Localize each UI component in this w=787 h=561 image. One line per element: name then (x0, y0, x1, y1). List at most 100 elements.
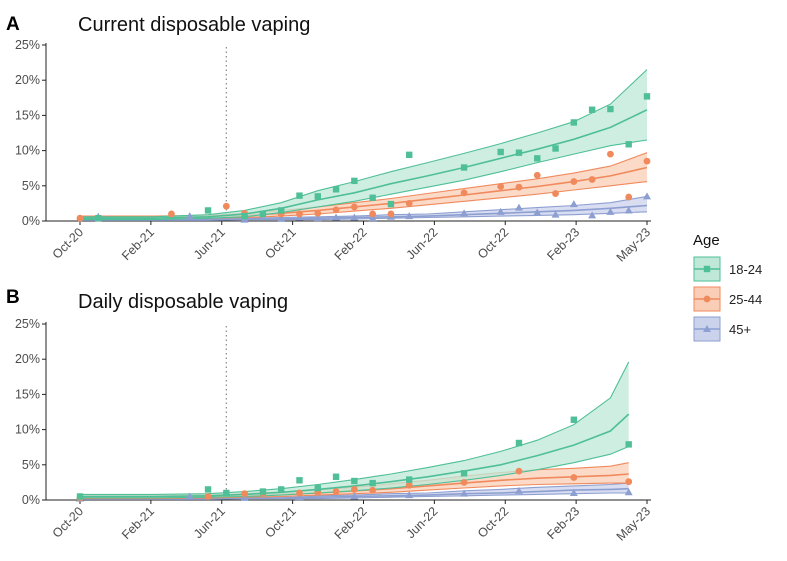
data-point-18-24 (259, 210, 267, 218)
data-point-45plus (514, 486, 523, 494)
data-point-25-44 (296, 210, 303, 218)
x-tick-label: Oct-22 (475, 504, 511, 540)
data-point-18-24 (387, 200, 395, 208)
data-point-18-24 (369, 194, 376, 201)
data-point-25-44 (350, 486, 358, 493)
data-point-25-44 (296, 489, 303, 497)
ci-band-18-24 (80, 362, 629, 498)
x-tick-label: Feb-21 (119, 504, 157, 542)
ci-upper-18-24 (80, 361, 630, 495)
data-point-18-24 (406, 476, 413, 483)
data-point-25-44 (405, 200, 413, 207)
legend-title: Age (693, 232, 720, 249)
data-point-25-44 (607, 150, 614, 158)
y-tick-label: 0% (22, 493, 40, 507)
panel-title: Current disposable vaping (78, 14, 310, 36)
data-point-45plus (185, 212, 194, 220)
data-point-45plus (405, 212, 414, 220)
data-point-45plus (514, 203, 523, 211)
data-point-45plus (533, 208, 542, 216)
data-point-18-24 (95, 214, 102, 222)
x-tick-label: Jun-21 (191, 225, 228, 262)
data-point-18-24 (534, 155, 541, 162)
data-point-18-24 (588, 106, 596, 113)
data-point-18-24 (460, 470, 468, 477)
data-point-45plus (496, 207, 505, 215)
data-point-18-24 (497, 148, 504, 156)
data-point-18-24 (296, 192, 303, 199)
data-point-18-24 (552, 145, 559, 152)
data-point-25-44 (497, 183, 505, 190)
data-point-45plus (460, 209, 469, 217)
y-tick-label: 5% (22, 458, 40, 472)
data-point-25-44 (204, 493, 212, 500)
y-tick-label: 15% (15, 108, 40, 122)
data-point-45plus (185, 492, 194, 500)
data-point-25-44 (570, 178, 578, 185)
data-point-18-24 (515, 439, 523, 447)
data-point-25-44 (168, 210, 175, 218)
y-tick-label: 0% (22, 214, 40, 228)
data-point-25-44 (332, 488, 340, 495)
data-point-45plus (460, 489, 469, 497)
x-tick-label: Oct-20 (50, 504, 86, 540)
panel-a: A Current disposable vaping 0% 5% 10% 15% 20% 2… (6, 14, 653, 265)
x-tick-label: Jun-22 (404, 225, 441, 262)
data-point-25-44 (570, 474, 578, 481)
ci-band-18-24 (80, 69, 647, 220)
legend-circle-marker (703, 295, 711, 303)
data-point-18-24 (625, 141, 632, 148)
x-tick-label: May-23 (614, 504, 653, 543)
data-point-18-24 (406, 151, 413, 159)
x-tick-label: Oct-22 (475, 225, 511, 261)
data-point-45plus (350, 492, 359, 500)
data-point-18-24 (369, 479, 376, 487)
x-tick-label: May-23 (614, 225, 653, 264)
data-point-45plus (606, 207, 615, 215)
y-tick-label: 15% (15, 387, 40, 401)
trend-line-18-24 (80, 109, 648, 219)
data-point-18-24 (607, 105, 614, 113)
data-point-18-24 (76, 493, 84, 500)
ci-band-45plus (80, 196, 647, 221)
data-point-45plus (350, 213, 359, 221)
data-point-18-24 (296, 477, 303, 484)
data-point-45plus (405, 491, 414, 499)
legend-label: 18-24 (729, 262, 762, 277)
data-point-18-24 (515, 149, 523, 156)
data-point-18-24 (241, 212, 248, 220)
data-point-45plus (313, 214, 322, 222)
trend-line-18-24 (80, 413, 630, 498)
data-point-25-44 (460, 479, 468, 486)
data-point-18-24 (314, 484, 321, 492)
data-point-45plus (551, 210, 560, 218)
panel-letter: B (6, 287, 20, 308)
data-point-45plus (368, 214, 377, 222)
data-point-45plus (588, 211, 597, 219)
data-point-18-24 (332, 186, 340, 193)
trend-line-45plus (80, 487, 629, 500)
data-point-45plus (240, 493, 249, 501)
data-point-25-44 (76, 214, 84, 222)
ci-lower-18-24 (80, 139, 648, 221)
x-tick-label: Jun-22 (404, 504, 441, 541)
y-tick-label: 5% (22, 179, 40, 193)
data-point-25-44 (314, 209, 322, 217)
panel-letter: A (6, 14, 20, 35)
data-point-18-24 (223, 489, 230, 497)
data-point-25-44 (515, 183, 523, 191)
data-point-25-44 (332, 206, 340, 214)
data-point-18-24 (570, 416, 578, 423)
x-tick-label: Jun-21 (191, 504, 228, 541)
y-tick-label: 10% (15, 144, 40, 158)
data-point-18-24 (204, 207, 212, 214)
legend-square-marker (703, 265, 711, 273)
data-point-25-44 (369, 210, 377, 218)
y-tick-label: 20% (15, 73, 40, 87)
x-tick-label: Oct-21 (262, 504, 298, 540)
data-point-18-24 (625, 441, 632, 448)
data-point-45plus (643, 192, 651, 200)
y-tick-label: 10% (15, 423, 40, 437)
